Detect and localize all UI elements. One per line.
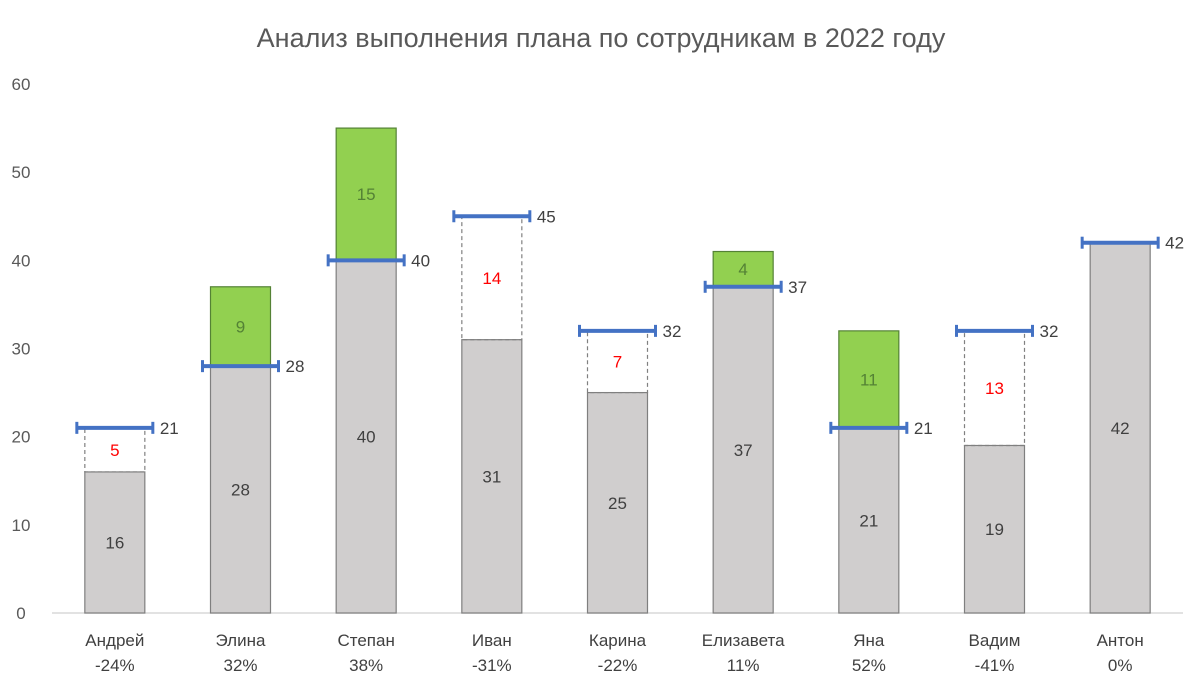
percent-label: 32% xyxy=(223,656,257,675)
employee-group: 21 11 21 xyxy=(829,330,933,614)
base-bar xyxy=(586,391,649,614)
over-bar xyxy=(712,250,774,288)
plan-value-label: 28 xyxy=(286,357,305,376)
category-label: Элина xyxy=(216,631,266,650)
plan-value-label: 32 xyxy=(663,322,682,341)
base-value-label: 40 xyxy=(357,428,376,447)
plan-value-label: 21 xyxy=(160,419,179,438)
chart-title: Анализ выполнения плана по сотрудникам в… xyxy=(257,23,946,53)
over-value-label: 9 xyxy=(236,317,245,336)
y-tick-label: 60 xyxy=(12,75,31,94)
over-value-label: 4 xyxy=(738,260,747,279)
plan-value-label: 45 xyxy=(537,207,556,226)
category-label: Яна xyxy=(853,631,885,650)
y-tick-label: 40 xyxy=(12,251,31,270)
base-value-label: 31 xyxy=(482,467,501,486)
percent-label: -22% xyxy=(598,656,638,675)
employee-group: 16 5 21 xyxy=(75,419,179,614)
bars-group: 16 5 21 28 9 28 40 15 40 31 14 45 25 7 32 37 4 37 21 11 21 19… xyxy=(75,127,1184,614)
category-label: Андрей xyxy=(85,631,144,650)
base-bar xyxy=(461,339,523,614)
plan-value-label: 21 xyxy=(914,419,933,438)
y-tick-label: 50 xyxy=(12,163,31,182)
plan-value-label: 32 xyxy=(1040,322,1059,341)
base-bar xyxy=(84,471,146,614)
base-value-label: 42 xyxy=(1111,419,1130,438)
over-bar xyxy=(335,127,397,261)
y-tick-label: 10 xyxy=(12,516,31,535)
over-value-label: 15 xyxy=(357,185,376,204)
employee-group: 28 9 28 xyxy=(201,286,305,614)
percent-label: 0% xyxy=(1108,656,1133,675)
base-bar xyxy=(1089,242,1151,614)
category-label: Елизавета xyxy=(702,631,785,650)
base-bar xyxy=(712,286,774,614)
over-value-label: 11 xyxy=(860,370,878,389)
under-value-label: 5 xyxy=(110,441,119,460)
y-axis: 0 10 20 30 40 50 60 xyxy=(12,75,31,623)
x-axis: Андрей -24% Элина 32% Степан 38% Иван -31% Карин… xyxy=(85,631,1143,675)
y-tick-label: 30 xyxy=(12,340,31,359)
employee-group: 25 7 32 xyxy=(578,322,682,614)
plan-value-label: 37 xyxy=(788,278,807,297)
base-value-label: 21 xyxy=(859,511,878,530)
category-label: Вадим xyxy=(969,631,1021,650)
y-tick-label: 0 xyxy=(16,604,25,623)
base-bar xyxy=(963,444,1026,614)
percent-label: 52% xyxy=(852,656,886,675)
employee-group: 19 13 32 xyxy=(955,322,1059,614)
under-value-label: 7 xyxy=(613,353,622,372)
under-value-label: 14 xyxy=(482,269,501,288)
percent-label: 11% xyxy=(727,656,760,675)
y-tick-label: 20 xyxy=(12,428,31,447)
employee-group: 31 14 45 xyxy=(452,207,556,614)
percent-label: 38% xyxy=(349,656,383,675)
employee-group: 42 42 xyxy=(1080,234,1184,614)
base-value-label: 19 xyxy=(985,520,1004,539)
percent-label: -31% xyxy=(472,656,512,675)
under-value-label: 13 xyxy=(985,379,1004,398)
category-label: Степан xyxy=(337,631,394,650)
category-label: Карина xyxy=(589,631,647,650)
employee-group: 40 15 40 xyxy=(326,127,430,614)
plan-value-label: 40 xyxy=(411,251,430,270)
employee-group: 37 4 37 xyxy=(703,250,807,614)
category-label: Антон xyxy=(1097,631,1144,650)
base-value-label: 16 xyxy=(105,533,124,552)
percent-label: -24% xyxy=(95,656,135,675)
base-value-label: 25 xyxy=(608,494,627,513)
base-bar xyxy=(209,365,272,614)
plan-value-label: 42 xyxy=(1165,234,1184,253)
base-value-label: 37 xyxy=(734,441,753,460)
base-value-label: 28 xyxy=(231,481,250,500)
category-label: Иван xyxy=(472,631,512,650)
percent-label: -41% xyxy=(975,656,1015,675)
over-bar xyxy=(838,330,900,429)
